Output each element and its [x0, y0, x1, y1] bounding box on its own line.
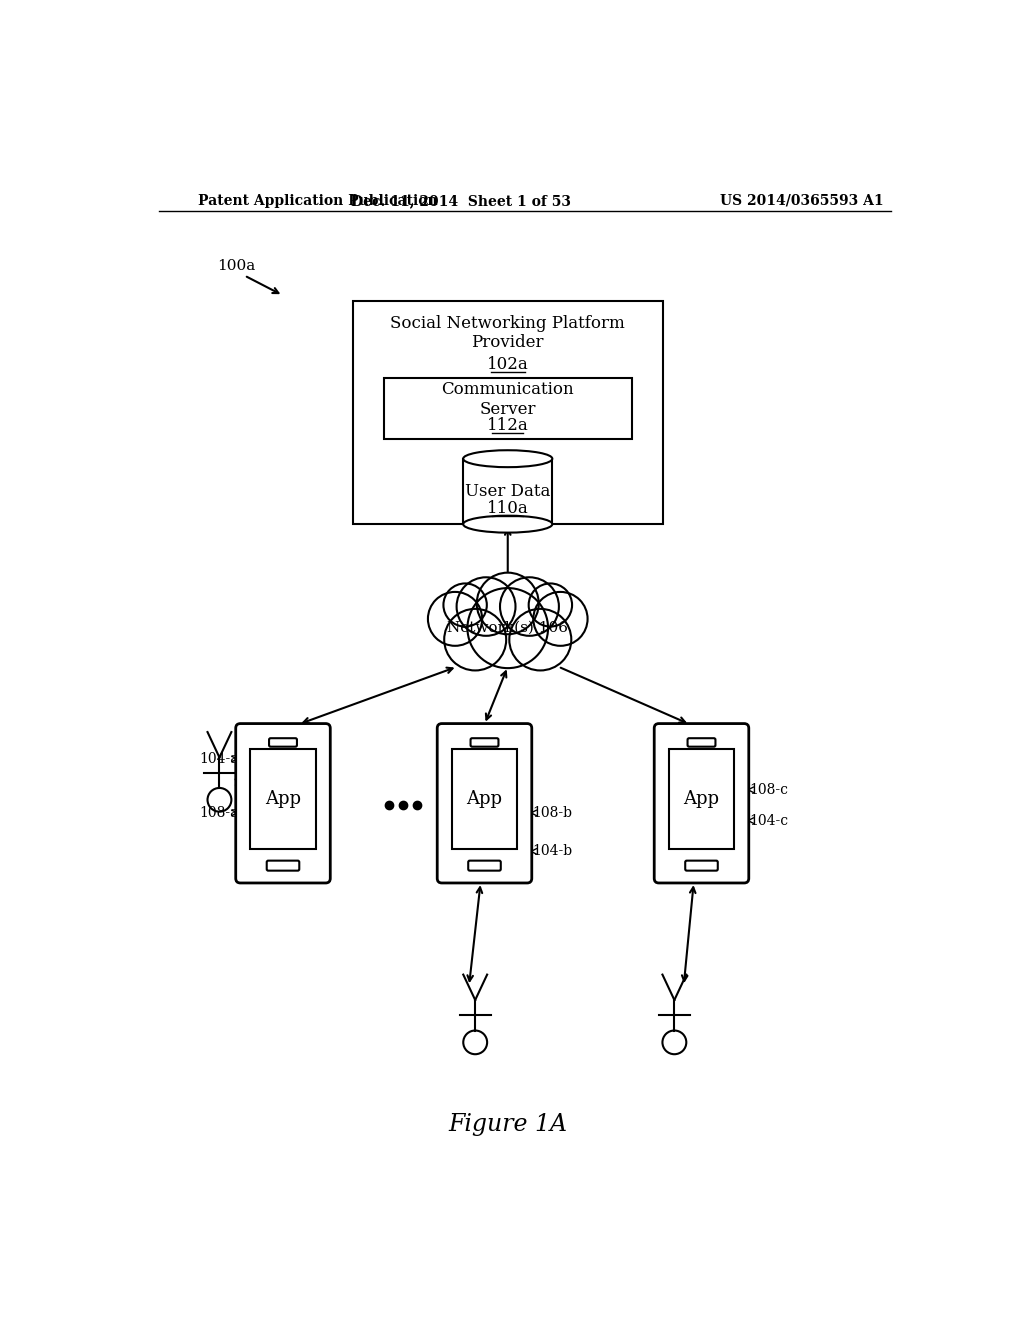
- Text: 104-a: 104-a: [200, 752, 239, 766]
- Bar: [251, 748, 315, 849]
- Circle shape: [500, 577, 559, 636]
- FancyBboxPatch shape: [468, 861, 501, 871]
- FancyBboxPatch shape: [471, 738, 499, 747]
- Text: User Data: User Data: [465, 483, 551, 499]
- Bar: [463, 459, 552, 524]
- FancyBboxPatch shape: [654, 723, 749, 883]
- Bar: [452, 748, 517, 849]
- FancyBboxPatch shape: [687, 738, 716, 747]
- Text: Dec. 11, 2014  Sheet 1 of 53: Dec. 11, 2014 Sheet 1 of 53: [351, 194, 571, 207]
- Circle shape: [444, 609, 506, 671]
- Ellipse shape: [463, 450, 552, 467]
- Circle shape: [477, 573, 539, 635]
- Bar: [669, 748, 734, 849]
- FancyBboxPatch shape: [437, 723, 531, 883]
- FancyBboxPatch shape: [266, 861, 299, 871]
- Text: Communication
Server: Communication Server: [441, 381, 574, 417]
- Text: 108-a: 108-a: [200, 807, 239, 820]
- Text: 102a: 102a: [486, 356, 528, 374]
- FancyBboxPatch shape: [352, 301, 663, 524]
- Text: 104-b: 104-b: [532, 845, 572, 858]
- Text: US 2014/0365593 A1: US 2014/0365593 A1: [721, 194, 884, 207]
- Text: Patent Application Publication: Patent Application Publication: [198, 194, 437, 207]
- Text: Social Networking Platform
Provider: Social Networking Platform Provider: [390, 315, 625, 351]
- Text: 108-b: 108-b: [532, 807, 572, 820]
- Circle shape: [428, 591, 482, 645]
- Text: Network(s) 106: Network(s) 106: [447, 622, 568, 635]
- Text: App: App: [683, 791, 720, 808]
- Text: App: App: [467, 791, 503, 808]
- Text: 112a: 112a: [486, 417, 528, 434]
- Text: 108-c: 108-c: [750, 783, 788, 797]
- FancyBboxPatch shape: [236, 723, 331, 883]
- Text: App: App: [265, 791, 301, 808]
- FancyBboxPatch shape: [384, 378, 632, 440]
- Circle shape: [509, 609, 571, 671]
- Text: 100a: 100a: [217, 259, 255, 273]
- Text: 104-c: 104-c: [750, 813, 788, 828]
- Circle shape: [443, 583, 486, 627]
- Circle shape: [528, 583, 572, 627]
- Text: 110a: 110a: [486, 500, 528, 517]
- Text: Figure 1A: Figure 1A: [449, 1113, 567, 1137]
- FancyBboxPatch shape: [685, 861, 718, 871]
- FancyBboxPatch shape: [269, 738, 297, 747]
- Circle shape: [534, 591, 588, 645]
- Ellipse shape: [463, 516, 552, 533]
- Circle shape: [467, 589, 548, 668]
- Circle shape: [457, 577, 515, 636]
